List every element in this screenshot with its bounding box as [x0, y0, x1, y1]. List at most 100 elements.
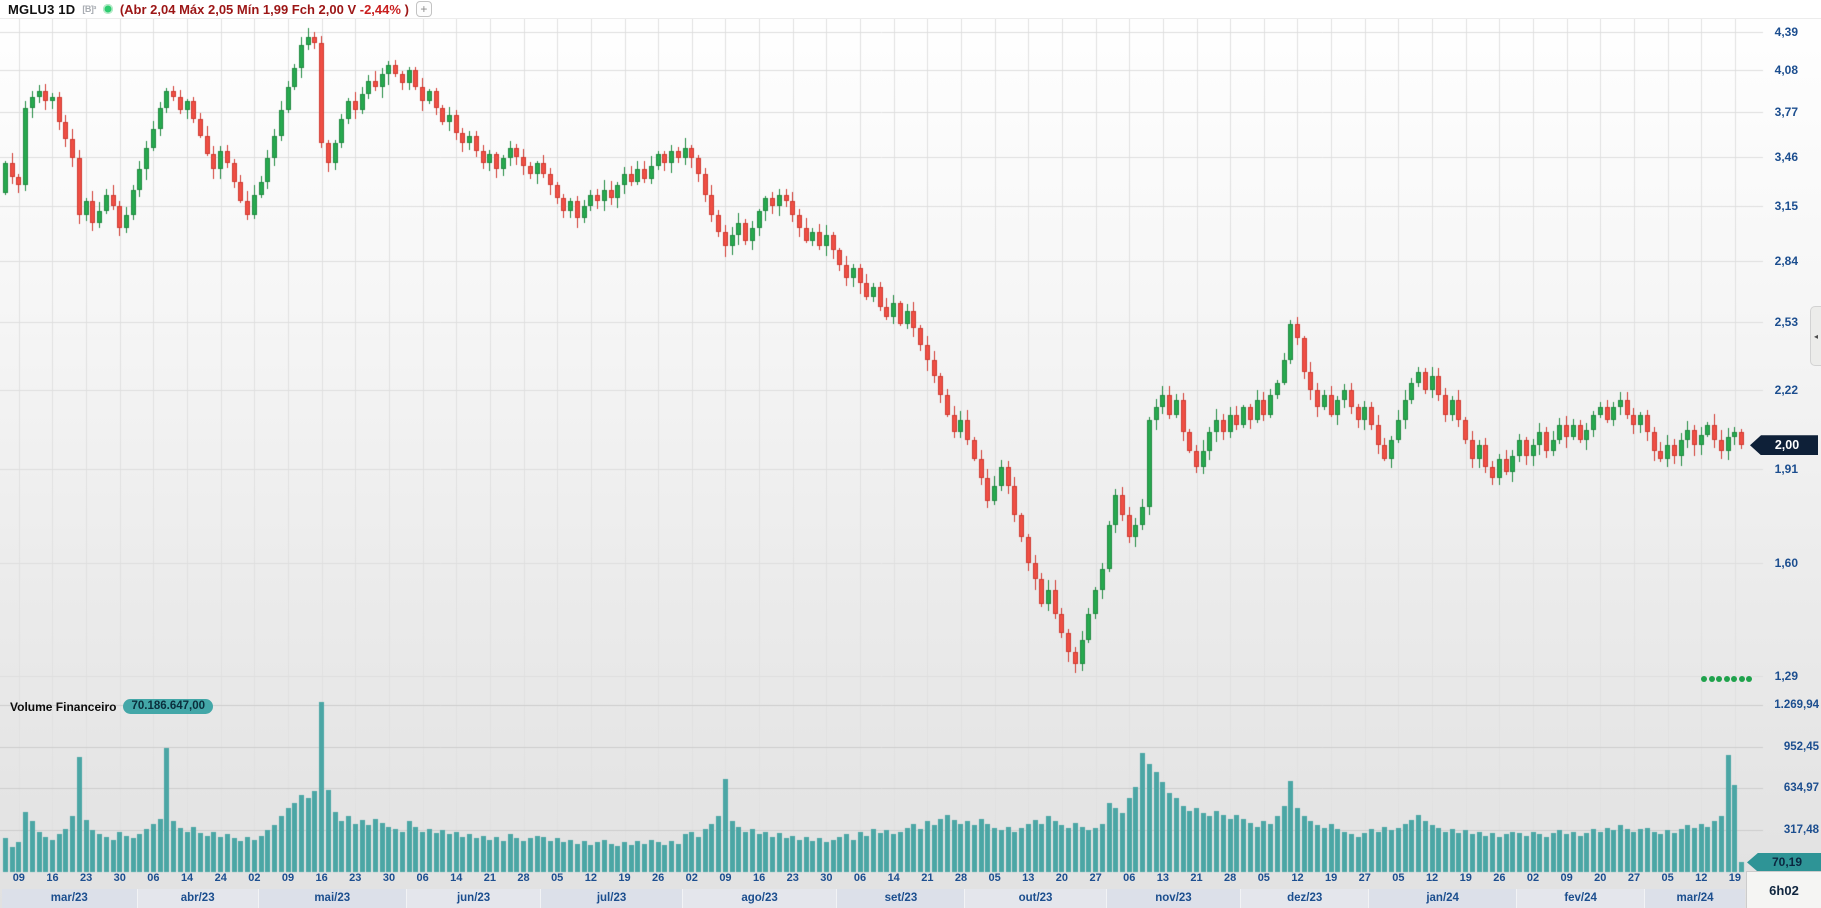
month-axis-band: mai/23: [257, 889, 406, 908]
month-axis-band: abr/23: [136, 889, 258, 908]
b3-exchange-icon: [B]³: [82, 4, 96, 14]
date-axis-tick: 16: [46, 872, 59, 884]
green-dot-icon: [1738, 676, 1745, 682]
date-axis-tick: 05: [551, 872, 564, 884]
ohlc-close-paren: ): [404, 1, 409, 17]
chevron-left-icon: ◂: [1813, 331, 1818, 341]
date-axis-tick: 09: [1560, 872, 1573, 884]
month-axis-band: jul/23: [540, 889, 682, 908]
volume-value-pill: 70.186.647,00: [123, 699, 214, 714]
date-axis-tick: 12: [1695, 872, 1708, 884]
date-axis-tick: 05: [1661, 872, 1674, 884]
ohlc-values: (Abr 2,04 Máx 2,05 Mín 1,99 Fch 2,00 V: [119, 1, 357, 17]
date-axis-tick: 19: [1728, 872, 1742, 884]
date-axis-tick: 12: [1291, 872, 1304, 884]
volume-axis-tick: 1.269,94: [1774, 699, 1819, 711]
date-axis-tick: 14: [180, 872, 194, 884]
date-axis-tick: 26: [1493, 872, 1506, 884]
price-axis-tick: 3,77: [1774, 104, 1798, 119]
date-axis-tick: 06: [416, 872, 429, 884]
date-axis-tick: 28: [954, 872, 968, 884]
price-axis-tick: 2,22: [1774, 383, 1798, 398]
date-axis-tick: 21: [483, 872, 497, 884]
ohlc-variation: -2,44%: [359, 1, 401, 17]
month-axis-band: nov/23: [1105, 889, 1241, 908]
month-axis-band: jun/23: [405, 889, 541, 908]
date-axis-tick: 05: [1257, 872, 1270, 884]
price-axis-tick: 3,46: [1774, 149, 1798, 164]
green-dot-icon: [1708, 676, 1715, 682]
volume-legend: Volume Financeiro 70.186.647,00: [10, 699, 214, 714]
date-axis-tick: 24: [214, 872, 227, 884]
volume-pane-label: Volume Financeiro: [10, 699, 117, 714]
month-axis-band: set/23: [836, 889, 965, 908]
panel-collapse-handle[interactable]: ◂: [1810, 306, 1821, 366]
date-axis-tick: 30: [820, 872, 833, 884]
date-axis-tick: 02: [248, 872, 261, 884]
date-axis-tick: 09: [12, 872, 25, 884]
date-axis-tick: 28: [1224, 872, 1237, 884]
connection-status-icon: [102, 4, 113, 14]
add-indicator-button[interactable]: +: [415, 1, 432, 17]
date-axis-tick: 20: [1055, 872, 1069, 884]
ohlc-summary: (Abr 2,04 Máx 2,05 Mín 1,99 Fch 2,00 V -…: [120, 2, 409, 17]
month-axis-band: out/23: [964, 889, 1106, 908]
date-axis-tick: 06: [853, 872, 867, 884]
date-axis-tick: 23: [349, 872, 362, 884]
candle-countdown: 6h02: [1746, 871, 1821, 908]
date-axis-tick: 16: [752, 872, 766, 884]
green-dot-icon: [1746, 676, 1752, 682]
last-volume-badge: 70,19: [1747, 852, 1821, 872]
price-axis-tick: 4,08: [1774, 63, 1798, 78]
date-axis-tick: 16: [315, 872, 328, 884]
date-axis-tick: 26: [652, 872, 665, 884]
price-axis-tick: 1,60: [1774, 555, 1798, 570]
date-axis-tick: 12: [584, 872, 597, 884]
date-axis-tick: 19: [1459, 872, 1472, 884]
date-axis-tick: 27: [1627, 872, 1641, 884]
date-axis-tick: 23: [786, 872, 799, 884]
price-axis-tick: 4,39: [1774, 24, 1798, 39]
date-axis-tick: 30: [113, 872, 126, 884]
green-dot-icon: [1731, 676, 1737, 682]
date-axis-tick: 09: [719, 872, 732, 884]
date-axis-tick: 13: [1022, 872, 1035, 884]
date-axis-tick: 28: [517, 872, 530, 884]
date-axis-tick: 20: [1594, 872, 1607, 884]
date-axis-tick: 21: [1190, 872, 1203, 884]
month-axis-band: mar/23: [2, 889, 137, 908]
volume-axis-tick: 952,45: [1783, 740, 1819, 753]
month-axis-band: dez/23: [1240, 889, 1369, 908]
date-axis-tick: 02: [1526, 872, 1540, 884]
chart-legend-header: MGLU3 1D [B]³ (Abr 2,04 Máx 2,05 Mín 1,9…: [0, 0, 1821, 19]
green-dot-icon: [1723, 676, 1730, 682]
date-axis-tick: 05: [1392, 872, 1405, 884]
green-dot-icon: [1716, 676, 1722, 682]
volume-axis-tick: 634,97: [1783, 782, 1819, 794]
date-axis-tick: 27: [1089, 872, 1102, 884]
green-dot-icon: [1701, 676, 1707, 682]
volume-axis-tick: 317,48: [1783, 823, 1819, 836]
date-axis-tick: 05: [988, 872, 1001, 884]
date-axis-tick: 21: [921, 872, 934, 884]
date-axis-tick: 06: [147, 872, 160, 884]
date-axis-tick: 09: [281, 872, 295, 884]
date-axis-tick: 14: [450, 872, 463, 884]
month-axis-band: mar/24: [1644, 889, 1745, 908]
date-axis-tick: 02: [685, 872, 698, 884]
date-axis-tick: 12: [1425, 872, 1439, 884]
price-axis-tick: 2,53: [1774, 314, 1798, 329]
date-axis-tick: 23: [79, 872, 93, 884]
date-axis-tick: 30: [382, 872, 396, 884]
symbol-title: MGLU3 1D: [8, 1, 76, 17]
month-axis-band: fev/24: [1516, 889, 1645, 908]
price-axis-tick: 1,29: [1774, 668, 1798, 683]
last-price-badge: 2,00: [1750, 435, 1818, 456]
date-axis-tick: 19: [1324, 872, 1338, 884]
price-axis-tick: 2,84: [1774, 253, 1798, 268]
date-axis-tick: 06: [1123, 872, 1136, 884]
loading-dots-indicator: [1701, 676, 1752, 682]
price-axis-tick: 1,91: [1774, 462, 1798, 477]
